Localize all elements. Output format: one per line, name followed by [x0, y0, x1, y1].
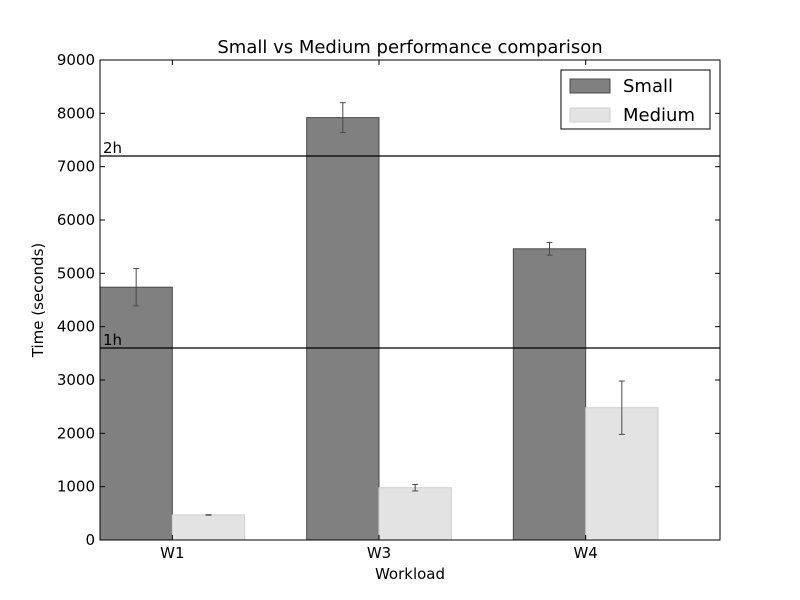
legend: Small Medium [560, 69, 711, 130]
x-tick-label: W4 [573, 544, 597, 562]
legend-swatch-medium [569, 107, 611, 123]
plot-frame [99, 59, 721, 541]
reference-lines: 1h 2h [100, 139, 720, 349]
y-tick-label: 6000 [57, 211, 95, 229]
y-tick-label: 0 [85, 531, 95, 549]
chart-title: Small vs Medium performance comparison [217, 37, 602, 58]
x-axis: W1 W3 W4 [160, 60, 598, 562]
reference-label-2h: 2h [103, 139, 122, 157]
bar-medium-w1 [171, 514, 246, 541]
bar-small-w4 [512, 248, 587, 541]
y-tick-label: 1000 [57, 478, 95, 496]
y-tick-label: 5000 [57, 264, 95, 282]
legend-label-medium: Medium [623, 105, 695, 126]
bar-small-w3 [306, 117, 380, 541]
x-tick-label: W1 [160, 544, 184, 562]
y-tick-label: 7000 [57, 158, 95, 176]
error-bars [133, 102, 625, 516]
y-tick-label: 9000 [57, 51, 95, 69]
bar-small-w1 [99, 286, 173, 541]
y-tick-label: 3000 [57, 371, 95, 389]
legend-swatch-small [569, 78, 611, 94]
bars [99, 117, 659, 541]
legend-label-small: Small [623, 76, 673, 97]
y-tick-label: 2000 [57, 424, 95, 442]
x-axis-label: Workload [375, 565, 445, 583]
reference-label-1h: 1h [103, 331, 122, 349]
y-axis-label: Time (seconds) [29, 243, 47, 359]
y-axis: 0 1000 2000 3000 4000 5000 6000 7000 8000 9000 [57, 51, 720, 549]
y-tick-label: 4000 [57, 318, 95, 336]
x-tick-label: W3 [367, 544, 391, 562]
bar-medium-w3 [378, 487, 452, 541]
y-tick-label: 8000 [57, 104, 95, 122]
